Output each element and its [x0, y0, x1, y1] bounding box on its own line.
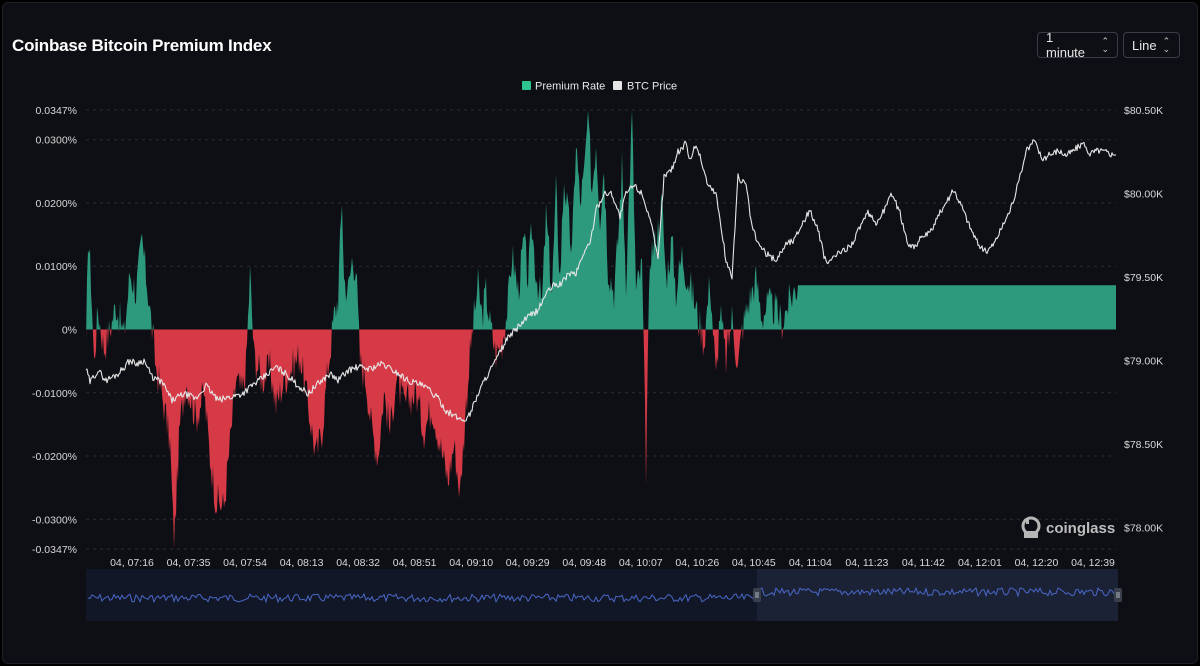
coinglass-watermark: coinglass: [1021, 516, 1115, 538]
x-tick-label: 04, 09:29: [506, 557, 550, 569]
y-right-tick-label: $80.00K: [1124, 188, 1163, 200]
y-right-tick-label: $79.50K: [1124, 272, 1163, 284]
series: [85, 110, 1116, 549]
y-left-tick-label: 0%: [62, 325, 77, 337]
legend-swatch-premium-rate: [522, 81, 531, 90]
chevron-updown-icon: ⌃ ⌄: [1162, 36, 1171, 54]
x-tick-label: 04, 09:48: [562, 557, 606, 569]
x-tick-label: 04, 07:16: [110, 557, 154, 569]
x-tick-label: 04, 10:26: [675, 557, 719, 569]
legend[interactable]: Premium Rate BTC Price: [522, 81, 677, 93]
y-left-tick-label: -0.0100%: [32, 388, 77, 400]
x-tick-label: 04, 12:01: [958, 557, 1002, 569]
x-tick-label: 04, 12:39: [1071, 557, 1115, 569]
x-tick-label: 04, 07:35: [167, 557, 211, 569]
chart-type-select-value: Line: [1132, 37, 1157, 53]
premium-rate-positive-area: [86, 110, 1116, 330]
y-right-tick-label: $80.50K: [1124, 105, 1163, 117]
x-tick-label: 04, 09:10: [449, 557, 493, 569]
y-axis-right: $80.50K $80.00K $79.50K $79.00K $78.50K $78.0…: [1124, 105, 1163, 534]
x-tick-label: 04, 11:04: [789, 557, 832, 569]
y-left-tick-label: 0.0100%: [36, 261, 77, 273]
chevron-updown-icon: ⌃ ⌄: [1101, 36, 1109, 54]
y-right-tick-label: $79.00K: [1124, 355, 1163, 367]
legend-label-btc-price: BTC Price: [627, 81, 677, 93]
x-tick-label: 04, 07:54: [223, 557, 267, 569]
legend-item-btc-price[interactable]: BTC Price: [613, 81, 677, 93]
y-left-tick-label: -0.0347%: [32, 544, 77, 556]
y-left-tick-label: -0.0200%: [32, 451, 77, 463]
x-tick-label: 04, 08:32: [336, 557, 380, 569]
legend-item-premium-rate[interactable]: Premium Rate: [522, 81, 605, 93]
legend-label-premium-rate: Premium Rate: [535, 81, 605, 93]
y-right-tick-label: $78.00K: [1124, 522, 1163, 534]
time-navigator[interactable]: [86, 569, 1122, 621]
x-tick-label: 04, 11:42: [902, 557, 945, 569]
premium-rate-negative-area: [86, 329, 1116, 549]
y-axis-left: 0.0347% 0.0300% 0.0200% 0.0100% 0% -0.0100% -0…: [32, 105, 77, 556]
y-left-tick-label: -0.0300%: [32, 514, 77, 526]
btc-price-line: [85, 139, 1116, 422]
navigator-selected-range[interactable]: [757, 569, 1118, 621]
legend-swatch-btc-price: [613, 81, 622, 90]
x-tick-label: 04, 08:13: [280, 557, 324, 569]
chart-type-select[interactable]: Line ⌃ ⌄: [1123, 32, 1180, 58]
x-tick-label: 04, 12:20: [1015, 557, 1059, 569]
y-right-tick-label: $78.50K: [1124, 439, 1163, 451]
x-tick-label: 04, 11:23: [845, 557, 888, 569]
navigator-handle-left[interactable]: [753, 588, 761, 602]
y-left-tick-label: 0.0347%: [36, 105, 77, 117]
x-axis: 04, 07:16 04, 07:35 04, 07:54 04, 08:13 04, …: [110, 557, 1115, 569]
page-title: Coinbase Bitcoin Premium Index: [12, 36, 272, 55]
interval-select[interactable]: 1 minute ⌃ ⌄: [1037, 30, 1118, 60]
x-tick-label: 04, 10:45: [732, 557, 776, 569]
brand-name: coinglass: [1046, 520, 1115, 537]
navigator-series-line: [87, 586, 1117, 604]
y-left-tick-label: 0.0200%: [36, 198, 77, 210]
coinglass-logo-icon: [1021, 516, 1041, 538]
x-tick-label: 04, 08:51: [393, 557, 437, 569]
navigator-handle-right[interactable]: [1114, 588, 1122, 602]
x-tick-label: 04, 10:07: [619, 557, 663, 569]
y-left-tick-label: 0.0300%: [36, 135, 77, 147]
interval-select-value: 1 minute: [1046, 30, 1086, 60]
